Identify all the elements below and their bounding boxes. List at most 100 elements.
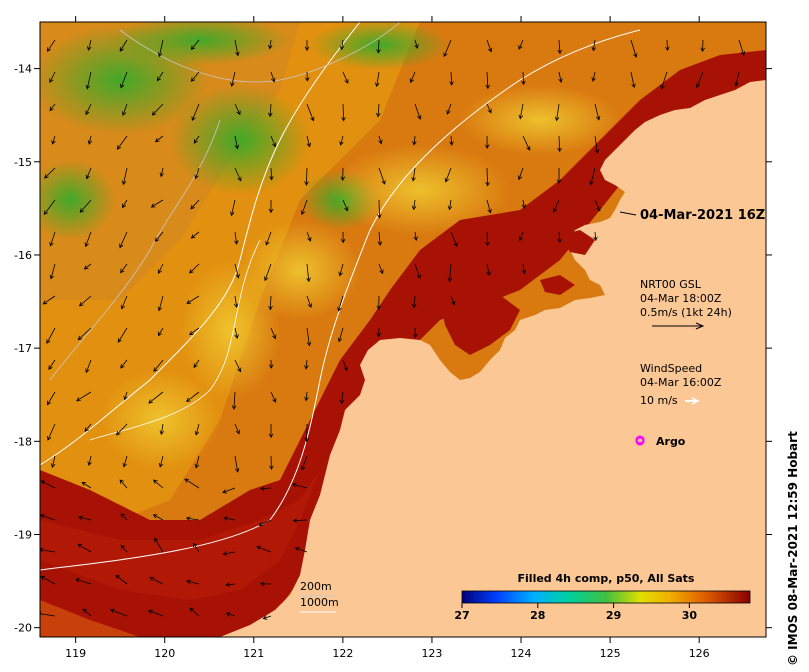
lon-tick-label: 121 xyxy=(243,647,264,660)
current-arrow xyxy=(262,615,272,620)
current-time: 04-Mar 18:00Z xyxy=(640,292,722,305)
current-arrow xyxy=(522,135,531,151)
current-arrow xyxy=(521,263,527,275)
lat-tick-label: -16 xyxy=(14,249,32,262)
current-arrow xyxy=(306,135,312,148)
current-arrow xyxy=(87,135,93,145)
current-arrow xyxy=(149,577,164,585)
current-arrow xyxy=(267,39,273,50)
current-arrow xyxy=(157,327,164,337)
current-arrow xyxy=(154,537,164,553)
colorbar-tick-label: 29 xyxy=(606,609,621,622)
current-arrow xyxy=(233,295,239,309)
latitude-axis: -14 -15 -16 -17 -18 -19 -20 xyxy=(14,63,772,635)
current-arrow xyxy=(270,135,277,148)
current-arrow xyxy=(186,579,200,585)
isobath-legend-200m: 200m xyxy=(300,580,332,593)
current-arrow xyxy=(294,546,308,553)
current-arrow xyxy=(42,295,56,305)
current-arrow xyxy=(40,547,56,553)
current-arrow xyxy=(304,167,309,186)
current-arrow xyxy=(300,199,308,216)
current-arrow xyxy=(152,479,164,489)
current-arrow xyxy=(117,327,128,343)
current-arrow xyxy=(152,514,164,521)
current-arrow xyxy=(189,263,200,274)
land xyxy=(220,22,766,637)
current-arrow xyxy=(270,327,277,340)
isobath-200m xyxy=(40,29,641,571)
current-arrow xyxy=(412,327,418,339)
current-arrow xyxy=(594,135,600,154)
current-arrow xyxy=(153,359,164,373)
current-arrow xyxy=(700,39,705,53)
current-arrow xyxy=(150,199,164,208)
isobath-1000m xyxy=(40,22,361,466)
current-arrow xyxy=(258,519,272,527)
current-arrow xyxy=(341,103,346,122)
current-arrow xyxy=(589,167,596,186)
current-arrow xyxy=(184,478,200,489)
current-arrow xyxy=(447,199,453,211)
current-arrow xyxy=(157,39,164,58)
current-arrow xyxy=(304,71,310,82)
current-vectors xyxy=(40,39,745,620)
current-arrow xyxy=(85,167,92,180)
current-arrow xyxy=(377,199,382,219)
current-arrow xyxy=(556,167,562,184)
current-arrow xyxy=(119,479,128,489)
current-arrow xyxy=(190,39,200,51)
current-arrow xyxy=(225,612,236,617)
lat-tick-label: -17 xyxy=(14,342,32,355)
current-arrow xyxy=(378,135,383,145)
current-arrow xyxy=(234,359,242,373)
current-arrow xyxy=(229,199,236,217)
current-arrow xyxy=(486,39,493,53)
current-arrow xyxy=(148,609,164,617)
current-arrow xyxy=(234,103,241,116)
current-arrow xyxy=(593,231,598,242)
current-scale-label: 0.5m/s (1kt 24h) xyxy=(640,306,732,319)
current-arrow xyxy=(119,39,128,52)
current-arrow xyxy=(557,135,562,153)
current-arrow xyxy=(123,391,128,401)
current-arrow xyxy=(446,103,452,115)
current-arrow xyxy=(121,167,128,186)
wind-title: WindSpeed xyxy=(640,362,702,375)
current-arrow xyxy=(234,135,240,150)
current-title: NRT00 GSL xyxy=(640,278,702,291)
current-arrow xyxy=(449,71,454,86)
current-arrow xyxy=(115,574,128,585)
colorbar-ticks: 27 28 29 30 xyxy=(454,603,697,622)
current-arrow xyxy=(120,359,128,369)
current-arrow xyxy=(233,231,239,245)
lon-tick-label: 119 xyxy=(65,647,86,660)
current-arrow xyxy=(517,167,524,181)
current-arrow xyxy=(47,423,56,441)
current-arrow xyxy=(222,487,236,494)
current-arrow xyxy=(411,167,416,182)
current-arrow xyxy=(120,263,128,274)
current-arrow xyxy=(306,263,311,283)
colorbar-title: Filled 4h comp, p50, All Sats xyxy=(518,572,695,585)
map-field xyxy=(40,22,766,637)
current-arrow xyxy=(376,327,382,338)
colorbar-tick-label: 30 xyxy=(682,609,698,622)
current-arrow xyxy=(120,544,128,553)
current-arrow xyxy=(342,199,349,212)
current-arrow xyxy=(159,423,165,436)
current-arrow xyxy=(630,71,636,89)
current-arrow xyxy=(270,391,277,403)
current-arrow xyxy=(148,391,164,404)
current-arrow xyxy=(340,167,346,182)
current-arrow xyxy=(374,71,380,88)
current-arrow xyxy=(594,199,601,212)
current-arrow xyxy=(190,231,200,239)
current-arrow xyxy=(186,391,200,402)
lat-tick-label: -14 xyxy=(14,63,32,76)
wind-scale-label: 10 m/s xyxy=(640,394,678,407)
current-arrow xyxy=(306,103,315,122)
current-arrow xyxy=(413,231,418,242)
current-arrow xyxy=(234,263,240,279)
current-arrow xyxy=(518,39,524,50)
